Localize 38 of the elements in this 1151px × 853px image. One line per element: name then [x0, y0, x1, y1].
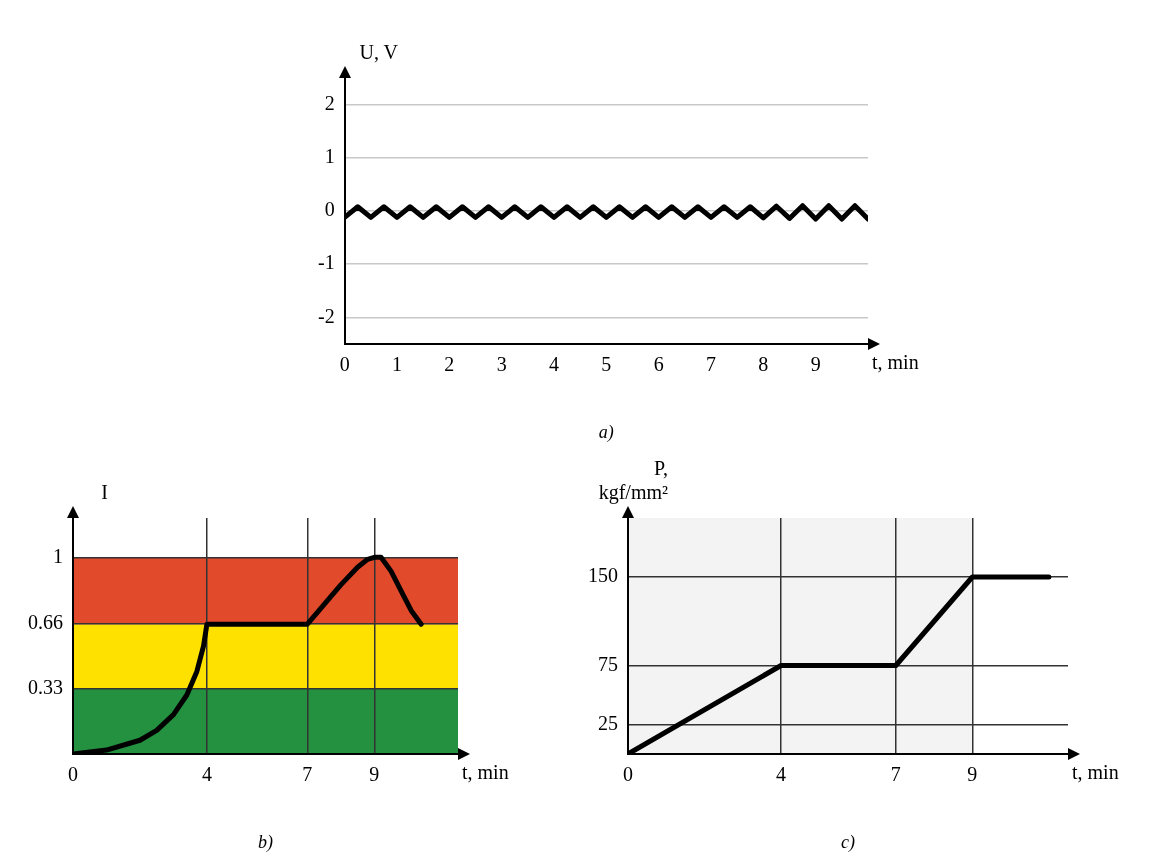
- y-tick-label: 2: [324, 91, 335, 114]
- y-tick-label: 75: [598, 652, 618, 675]
- y-tick-label: 0: [324, 198, 335, 221]
- x-axis-title: t, min: [1072, 761, 1119, 784]
- x-tick-label: 4: [201, 763, 212, 786]
- x-tick-label: 4: [776, 763, 787, 786]
- y-tick-label: 0.33: [28, 676, 63, 699]
- y-tick-label: 0.66: [28, 611, 63, 634]
- x-tick-label: 5: [601, 353, 612, 376]
- y-axis-title: P, kgf/mm²: [598, 457, 668, 505]
- x-tick-label: 8: [758, 353, 769, 376]
- x-tick-label: 9: [967, 763, 978, 786]
- x-axis-title: t, min: [462, 761, 509, 784]
- x-tick-label: 0: [623, 763, 633, 786]
- y-axis-title: I: [101, 481, 108, 504]
- x-tick-label: 9: [369, 763, 380, 786]
- x-tick-label: 0: [339, 353, 350, 376]
- text: a): [598, 421, 614, 443]
- x-tick-label: 4: [549, 353, 559, 376]
- x-tick-label: 7: [706, 353, 716, 376]
- y-axis-title: U, V: [359, 41, 399, 64]
- y-tick-label: 1: [53, 544, 63, 567]
- y-tick-label: 150: [588, 564, 618, 587]
- x-tick-label: 3: [496, 353, 507, 376]
- y-tick-label: 1: [324, 145, 335, 168]
- y-tick-label: -1: [317, 251, 335, 274]
- x-tick-label: 9: [810, 353, 821, 376]
- x-tick-label: 1: [391, 353, 402, 376]
- x-axis-title: t, min: [872, 351, 919, 374]
- x-tick-label: 7: [302, 763, 313, 786]
- y-tick-label: -2: [317, 304, 335, 327]
- x-tick-label: 2: [444, 353, 455, 376]
- x-tick-label: 6: [653, 353, 664, 376]
- text: c): [841, 831, 855, 853]
- x-tick-label: 7: [890, 763, 901, 786]
- x-tick-label: 0: [68, 763, 78, 786]
- text: b): [258, 831, 273, 853]
- y-tick-label: 25: [598, 711, 618, 734]
